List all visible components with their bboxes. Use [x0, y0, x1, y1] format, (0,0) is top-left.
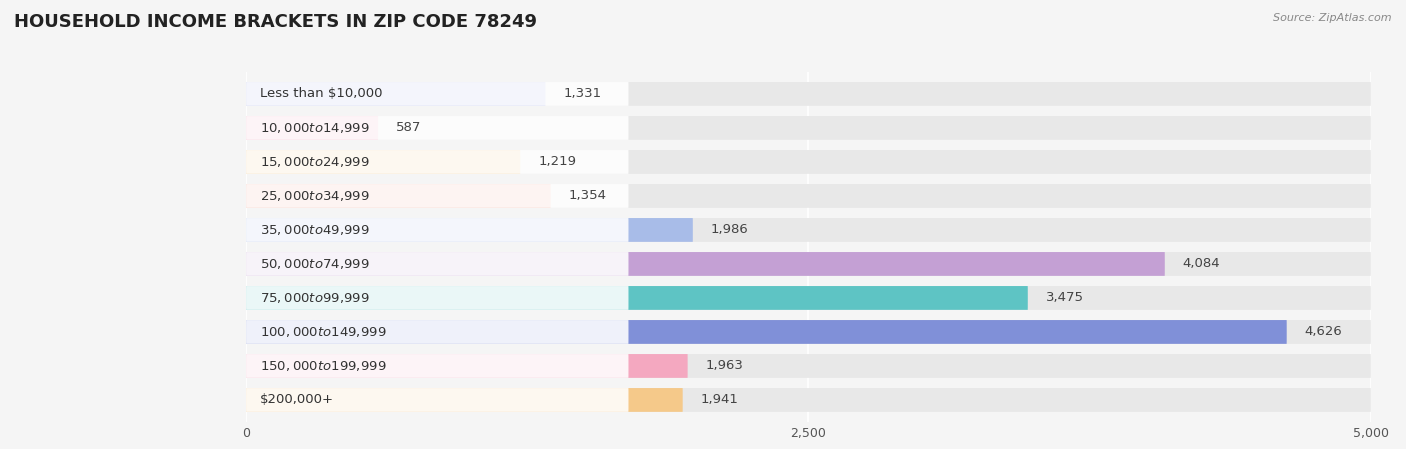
FancyBboxPatch shape	[246, 354, 628, 378]
FancyBboxPatch shape	[246, 286, 628, 310]
Text: 1,963: 1,963	[706, 360, 744, 373]
Text: $75,000 to $99,999: $75,000 to $99,999	[260, 291, 370, 305]
FancyBboxPatch shape	[246, 184, 628, 208]
FancyBboxPatch shape	[246, 82, 1371, 106]
Text: $100,000 to $149,999: $100,000 to $149,999	[260, 325, 387, 339]
FancyBboxPatch shape	[246, 320, 1286, 344]
Text: 1,941: 1,941	[700, 393, 738, 406]
Text: 3,475: 3,475	[1046, 291, 1084, 304]
Text: HOUSEHOLD INCOME BRACKETS IN ZIP CODE 78249: HOUSEHOLD INCOME BRACKETS IN ZIP CODE 78…	[14, 13, 537, 31]
FancyBboxPatch shape	[246, 184, 551, 208]
Text: 4,626: 4,626	[1305, 326, 1343, 339]
Text: $15,000 to $24,999: $15,000 to $24,999	[260, 155, 370, 169]
FancyBboxPatch shape	[246, 218, 628, 242]
FancyBboxPatch shape	[246, 82, 546, 106]
FancyBboxPatch shape	[246, 82, 628, 106]
Text: $10,000 to $14,999: $10,000 to $14,999	[260, 121, 370, 135]
FancyBboxPatch shape	[246, 150, 628, 174]
FancyBboxPatch shape	[246, 150, 1371, 174]
Text: $35,000 to $49,999: $35,000 to $49,999	[260, 223, 370, 237]
FancyBboxPatch shape	[246, 252, 1164, 276]
Text: 4,084: 4,084	[1182, 257, 1220, 270]
FancyBboxPatch shape	[246, 252, 628, 276]
FancyBboxPatch shape	[246, 116, 1371, 140]
FancyBboxPatch shape	[246, 320, 1371, 344]
FancyBboxPatch shape	[246, 252, 1371, 276]
FancyBboxPatch shape	[246, 354, 1371, 378]
Text: 587: 587	[396, 121, 422, 134]
FancyBboxPatch shape	[246, 218, 1371, 242]
Text: $200,000+: $200,000+	[260, 393, 333, 406]
FancyBboxPatch shape	[246, 286, 1371, 310]
FancyBboxPatch shape	[246, 218, 693, 242]
FancyBboxPatch shape	[246, 354, 688, 378]
Text: $50,000 to $74,999: $50,000 to $74,999	[260, 257, 370, 271]
FancyBboxPatch shape	[246, 286, 1028, 310]
FancyBboxPatch shape	[246, 388, 628, 412]
Text: Source: ZipAtlas.com: Source: ZipAtlas.com	[1274, 13, 1392, 23]
FancyBboxPatch shape	[246, 116, 378, 140]
Text: $150,000 to $199,999: $150,000 to $199,999	[260, 359, 387, 373]
Text: 1,331: 1,331	[564, 88, 602, 101]
FancyBboxPatch shape	[246, 388, 683, 412]
FancyBboxPatch shape	[246, 320, 628, 344]
FancyBboxPatch shape	[246, 150, 520, 174]
Text: 1,219: 1,219	[538, 155, 576, 168]
FancyBboxPatch shape	[246, 388, 1371, 412]
Text: Less than $10,000: Less than $10,000	[260, 88, 382, 101]
Text: 1,354: 1,354	[568, 189, 606, 202]
FancyBboxPatch shape	[246, 116, 628, 140]
Text: $25,000 to $34,999: $25,000 to $34,999	[260, 189, 370, 203]
FancyBboxPatch shape	[246, 184, 1371, 208]
Text: 1,986: 1,986	[711, 224, 748, 237]
